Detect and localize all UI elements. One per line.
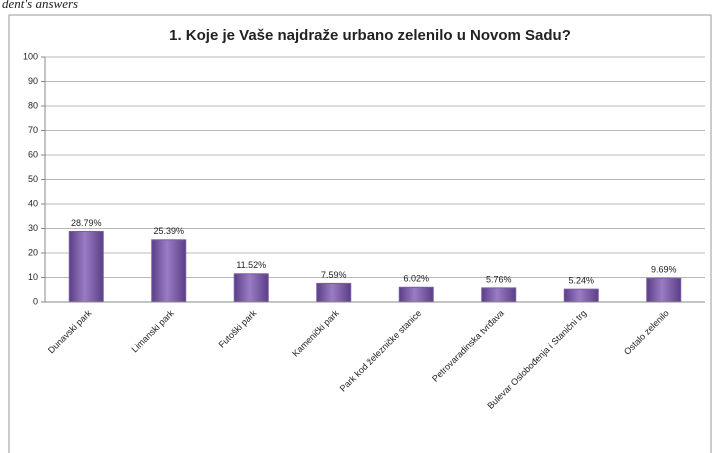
y-tick-label: 80 [28, 100, 38, 110]
y-tick-label: 50 [28, 174, 38, 184]
bar [316, 282, 352, 303]
y-tick-label: 90 [28, 76, 38, 86]
value-label: 5.24% [568, 276, 594, 286]
bar [481, 287, 517, 303]
value-label: 6.02% [403, 274, 429, 284]
bar [398, 286, 434, 303]
bar [646, 277, 682, 303]
value-label: 7.59% [321, 270, 347, 280]
chart-frame [8, 14, 712, 453]
y-tick-label: 40 [28, 198, 38, 208]
caption: dent's answers [2, 0, 78, 11]
bar [151, 239, 187, 303]
bar [68, 230, 104, 303]
y-tick-label: 30 [28, 223, 38, 233]
y-tick-label: 10 [28, 272, 38, 282]
y-tick-label: 0 [33, 296, 38, 306]
value-label: 25.39% [153, 226, 184, 236]
value-label: 28.79% [71, 218, 102, 228]
bar [233, 273, 269, 303]
y-tick-label: 70 [28, 125, 38, 135]
y-tick-label: 20 [28, 247, 38, 257]
value-label: 5.76% [486, 274, 512, 284]
value-label: 9.69% [651, 265, 677, 275]
value-label: 11.52% [236, 260, 266, 270]
y-tick-label: 60 [28, 149, 38, 159]
chart-title: 1. Koje je Vaše najdraže urbano zelenilo… [169, 27, 571, 44]
y-tick-label: 100 [23, 51, 38, 61]
bar [563, 288, 599, 303]
